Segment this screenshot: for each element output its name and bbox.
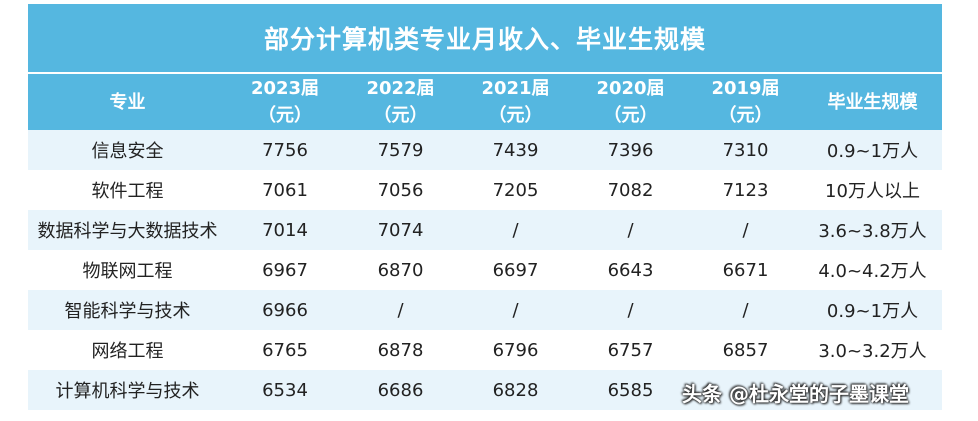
- header-2021: 2021届 （元）: [458, 74, 573, 130]
- cell-2023: 7756: [227, 130, 343, 170]
- cell-2021: 7205: [458, 170, 573, 210]
- cell-2023: 6765: [227, 330, 343, 370]
- header-2020: 2020届 （元）: [573, 74, 688, 130]
- cell-scale: 0.9~1万人: [803, 130, 942, 170]
- cell-scale: 3.6~3.8万人: [803, 210, 942, 250]
- cell-2023: 6967: [227, 250, 343, 290]
- cell-major: 网络工程: [28, 330, 227, 370]
- header-year-label: 2020届: [596, 78, 665, 99]
- header-2019: 2019届 （元）: [688, 74, 803, 130]
- cell-scale: 0.9~1万人: [803, 290, 942, 330]
- table-title: 部分计算机类专业月收入、毕业生规模: [28, 4, 942, 72]
- cell-2023: 7061: [227, 170, 343, 210]
- cell-major: 信息安全: [28, 130, 227, 170]
- header-unit-label: （元）: [258, 105, 312, 126]
- cell-2019: 6671: [688, 250, 803, 290]
- cell-2020: 7082: [573, 170, 688, 210]
- header-scale: 毕业生规模: [803, 74, 942, 130]
- cell-2023: 6966: [227, 290, 343, 330]
- header-year-label: 2019届: [711, 78, 780, 99]
- cell-major: 计算机科学与技术: [28, 370, 227, 410]
- header-unit-label: （元）: [373, 105, 428, 126]
- cell-major: 物联网工程: [28, 250, 227, 290]
- cell-2022: 7579: [343, 130, 458, 170]
- header-major-label: 专业: [109, 91, 146, 113]
- header-scale-label: 毕业生规模: [827, 91, 918, 113]
- header-unit-label: （元）: [718, 105, 773, 126]
- income-table: 专业 2023届 （元） 2022届 （元） 2021届 （元） 2020届 （元） 2…: [28, 74, 942, 410]
- cell-2020: /: [573, 210, 688, 250]
- cell-scale: 10万人以上: [803, 170, 942, 210]
- cell-2019: 6857: [688, 330, 803, 370]
- header-year-label: 2022届: [366, 78, 435, 99]
- cell-2020: 7396: [573, 130, 688, 170]
- cell-scale: 3.0~3.2万人: [803, 330, 942, 370]
- cell-2021: 7439: [458, 130, 573, 170]
- header-major: 专业: [28, 74, 227, 130]
- income-table-card: 部分计算机类专业月收入、毕业生规模 专业 2023届 （元） 2022届 （元） 2…: [28, 4, 942, 414]
- cell-2019: /: [688, 290, 803, 330]
- cell-2022: 6878: [343, 330, 458, 370]
- cell-2020: 6757: [573, 330, 688, 370]
- cell-major: 软件工程: [28, 170, 227, 210]
- cell-2022: 7074: [343, 210, 458, 250]
- cell-major: 数据科学与大数据技术: [28, 210, 227, 250]
- cell-2020: /: [573, 290, 688, 330]
- cell-2020: 6585: [573, 370, 688, 410]
- cell-2022: 7056: [343, 170, 458, 210]
- cell-2022: /: [343, 290, 458, 330]
- cell-scale: 4.0~4.2万人: [803, 250, 942, 290]
- cell-2021: 6697: [458, 250, 573, 290]
- cell-2021: /: [458, 210, 573, 250]
- header-2022: 2022届 （元）: [343, 74, 458, 130]
- cell-2019: 7123: [688, 170, 803, 210]
- cell-2019: [688, 370, 803, 410]
- cell-2020: 6643: [573, 250, 688, 290]
- cell-major: 智能科学与技术: [28, 290, 227, 330]
- cell-2023: 7014: [227, 210, 343, 250]
- cell-2021: 6828: [458, 370, 573, 410]
- header-unit-label: （元）: [488, 105, 543, 126]
- cell-2022: 6870: [343, 250, 458, 290]
- toutiao-watermark: 头条 @杜永堂的子墨课堂: [682, 382, 909, 406]
- header-year-label: 2021届: [481, 78, 550, 99]
- cell-2019: /: [688, 210, 803, 250]
- cell-2019: 7310: [688, 130, 803, 170]
- header-year-label: 2023届: [250, 78, 320, 99]
- header-2023: 2023届 （元）: [227, 74, 343, 130]
- cell-2021: /: [458, 290, 573, 330]
- cell-2022: 6686: [343, 370, 458, 410]
- cell-2021: 6796: [458, 330, 573, 370]
- cell-scale: [803, 370, 942, 410]
- cell-2023: 6534: [227, 370, 343, 410]
- header-unit-label: （元）: [603, 105, 658, 126]
